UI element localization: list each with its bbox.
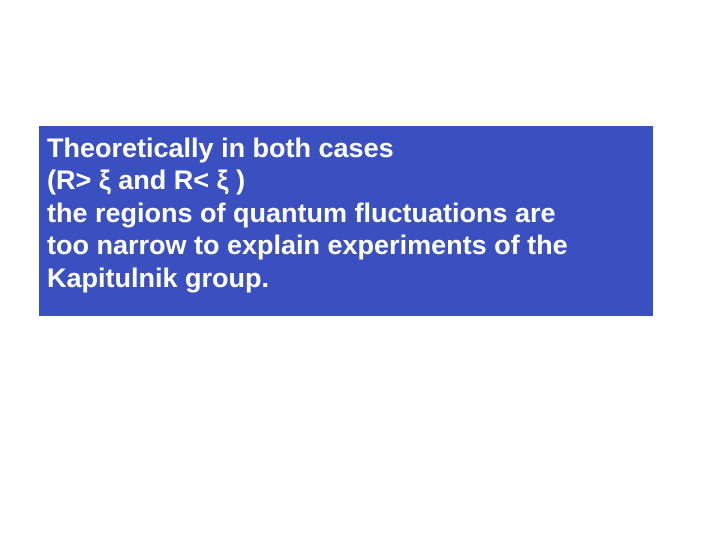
slide: Theoretically in both cases (R> ξ and R<… — [0, 0, 720, 540]
text-line: (R> ξ and R< ξ ) — [47, 164, 645, 196]
text-line: Kapitulnik group. — [47, 262, 645, 294]
statement-text: Theoretically in both cases (R> ξ and R<… — [47, 132, 645, 294]
text-line: the regions of quantum fluctuations are — [47, 197, 645, 229]
text-line: Theoretically in both cases — [47, 132, 645, 164]
text-line: too narrow to explain experiments of the — [47, 229, 645, 261]
statement-box: Theoretically in both cases (R> ξ and R<… — [39, 126, 653, 316]
